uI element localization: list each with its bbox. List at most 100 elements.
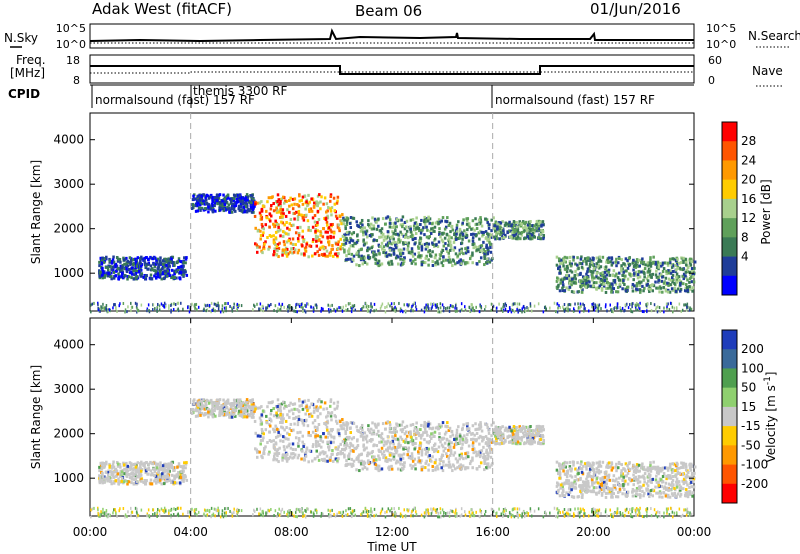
power-cell (532, 234, 536, 238)
power-cell (156, 306, 158, 310)
velocity-cell (442, 464, 445, 468)
velocity-cell (360, 459, 363, 463)
velocity-cell (122, 461, 125, 465)
power-cell (152, 303, 155, 307)
velocity-cell (225, 406, 229, 410)
velocity-cell (328, 404, 332, 408)
power-cell (126, 277, 129, 281)
colorbar-swatch (722, 141, 737, 161)
power-cell (276, 243, 280, 247)
power-cell (591, 263, 595, 267)
velocity-cell (157, 468, 161, 472)
power-cell (448, 309, 451, 313)
velocity-cell (292, 428, 295, 432)
velocity-cell (288, 455, 292, 459)
power-cell (97, 301, 99, 305)
power-cell (286, 305, 289, 309)
power-cell (392, 237, 395, 241)
velocity-cell (444, 447, 447, 451)
velocity-cell (214, 414, 217, 418)
power-cell (174, 303, 177, 307)
velocity-cell (318, 398, 321, 402)
power-cell (612, 269, 616, 273)
velocity-cell (211, 402, 214, 406)
power-cell (296, 302, 298, 306)
power-cell (112, 255, 115, 259)
power-cell (507, 310, 509, 314)
power-cell (693, 260, 697, 264)
velocity-cell (100, 467, 104, 471)
velocity-cell (117, 480, 121, 484)
power-cell (311, 216, 315, 220)
velocity-cell (209, 412, 213, 416)
power-cell (646, 279, 650, 283)
power-cell (306, 302, 308, 306)
power-cell (641, 284, 644, 288)
velocity-cell (329, 412, 332, 416)
power-cell (594, 303, 596, 307)
power-cell (421, 260, 425, 264)
power-cell (671, 305, 674, 309)
power-cell (122, 301, 125, 305)
power-cell (636, 260, 639, 264)
velocity-cell (116, 472, 120, 476)
power-cell (588, 280, 591, 284)
power-cell (133, 257, 137, 261)
velocity-cell (301, 440, 304, 444)
power-cell (395, 225, 398, 229)
velocity-cell (262, 452, 266, 456)
power-cell (375, 308, 378, 312)
velocity-cell (380, 436, 383, 440)
velocity-cell (170, 462, 173, 466)
power-cell (676, 266, 680, 270)
power-cell (655, 275, 659, 279)
power-cell (455, 307, 458, 311)
power-cell (361, 307, 363, 311)
power-cell (598, 303, 601, 307)
power-cell (658, 290, 661, 294)
power-cell (440, 310, 442, 314)
velocity-cell (279, 409, 283, 413)
power-cell (303, 309, 306, 313)
power-cell (472, 309, 475, 313)
power-cell (317, 218, 321, 222)
velocity-cell (291, 447, 295, 451)
power-cell (657, 267, 660, 271)
velocity-cell (436, 467, 440, 471)
velocity-cell (126, 464, 130, 468)
power-cell (616, 276, 620, 280)
velocity-cell (98, 479, 101, 483)
power-cell (287, 239, 290, 243)
colorbar-tick-label: 4 (741, 250, 749, 264)
power-cell (590, 270, 593, 274)
power-cell (200, 206, 204, 210)
power-cell (348, 240, 351, 244)
power-cell (618, 257, 621, 261)
velocity-cell (339, 442, 342, 446)
power-cell (158, 270, 162, 274)
power-cell (110, 261, 114, 265)
power-cell (153, 274, 156, 278)
velocity-cell (175, 481, 178, 485)
power-cell (322, 227, 325, 231)
power-cell (306, 202, 310, 206)
power-cell (479, 248, 482, 252)
velocity-cell (253, 409, 256, 413)
power-cell (301, 214, 304, 218)
power-cell (286, 252, 290, 256)
power-cell (163, 304, 165, 308)
power-cell (510, 235, 513, 239)
power-cell (572, 309, 575, 313)
colorbar-tick-label: 24 (741, 153, 756, 167)
power-cell (402, 262, 405, 266)
velocity-cell (263, 447, 266, 451)
power-cell (382, 245, 386, 249)
power-cell (219, 201, 222, 205)
power-cell (439, 306, 442, 310)
power-cell (159, 256, 162, 260)
power-cell (533, 228, 537, 232)
power-cell (392, 308, 394, 312)
power-cell (627, 306, 630, 310)
velocity-cell (132, 482, 136, 486)
